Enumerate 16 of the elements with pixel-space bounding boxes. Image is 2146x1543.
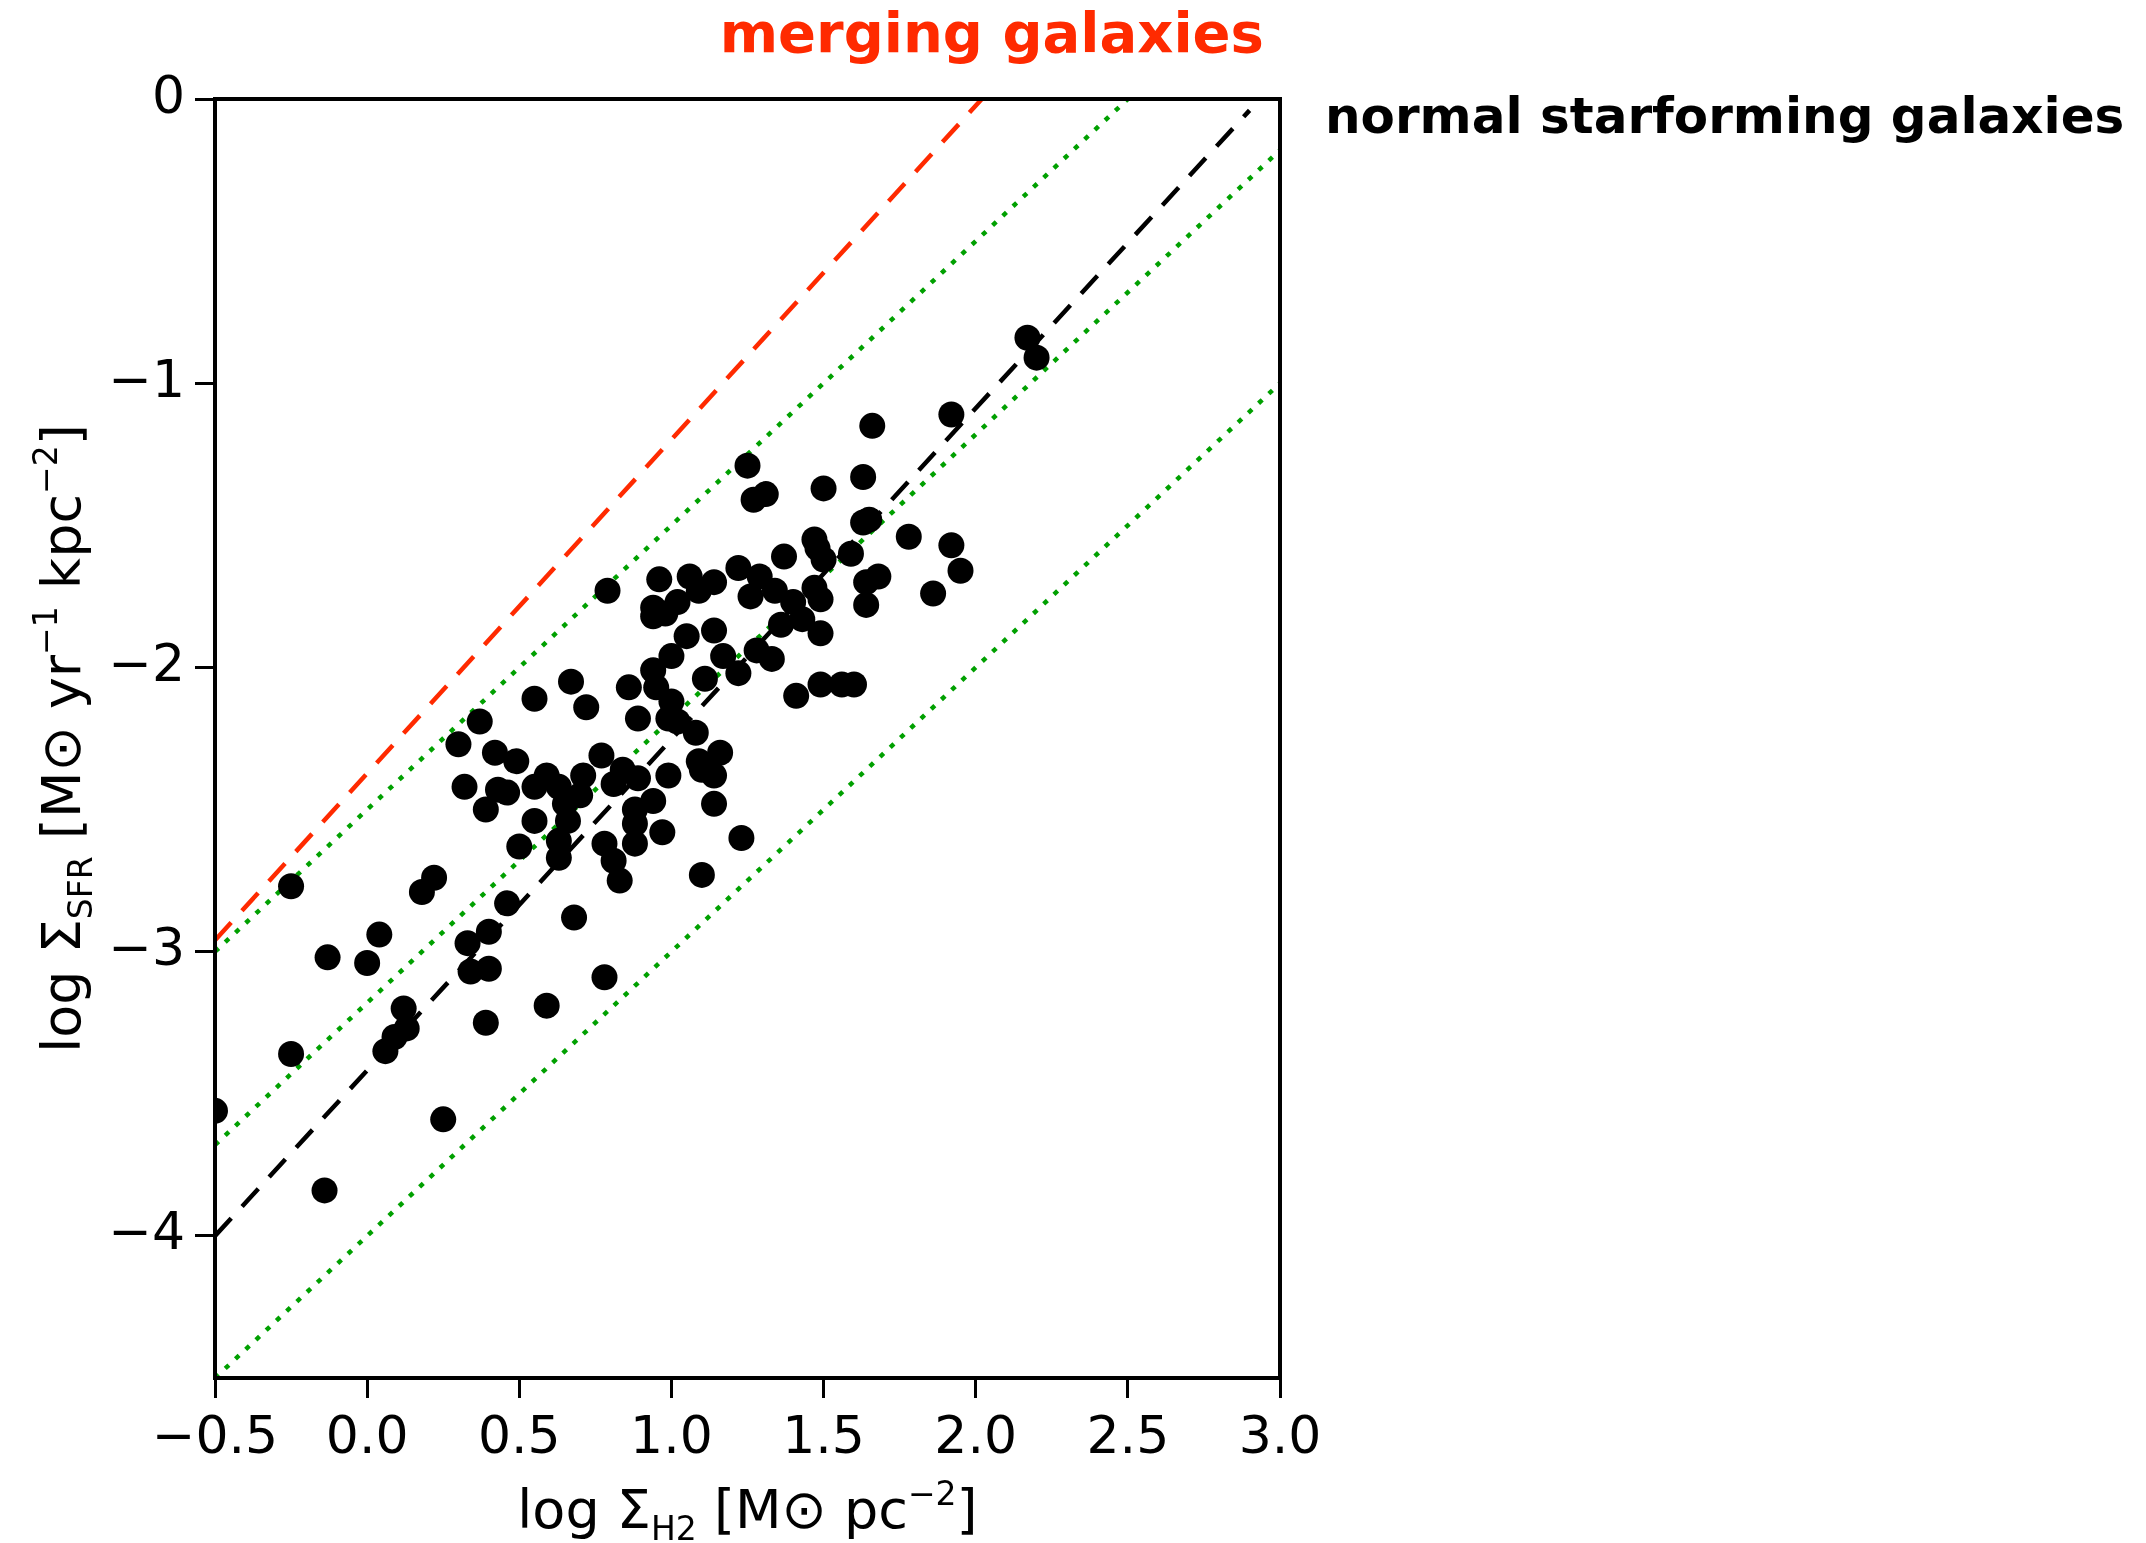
x-tick-label: −0.5 [151, 1404, 279, 1465]
y-axis-title: log ΣSFR [M⊙ yr−1 kpc−2] [26, 424, 100, 1053]
x-tick-label: 0.5 [477, 1404, 561, 1465]
x-tick-label: 0.0 [325, 1404, 409, 1465]
series-label: merging galaxies [719, 0, 1264, 65]
y-tick-label: −1 [108, 348, 185, 409]
series-label: normal starforming galaxies [1325, 87, 2125, 146]
y-tick-label: −4 [108, 1201, 185, 1262]
x-tick-label: 3.0 [1238, 1404, 1322, 1465]
y-tick-label: 0 [151, 64, 185, 125]
y-tick-label: −2 [108, 632, 185, 693]
y-tick-label: −3 [108, 917, 185, 978]
x-tick-label: 2.5 [1086, 1404, 1170, 1465]
x-tick-label: 1.0 [630, 1404, 713, 1465]
x-tick-label: 1.5 [782, 1404, 865, 1465]
x-tick-label: 2.0 [934, 1404, 1018, 1465]
